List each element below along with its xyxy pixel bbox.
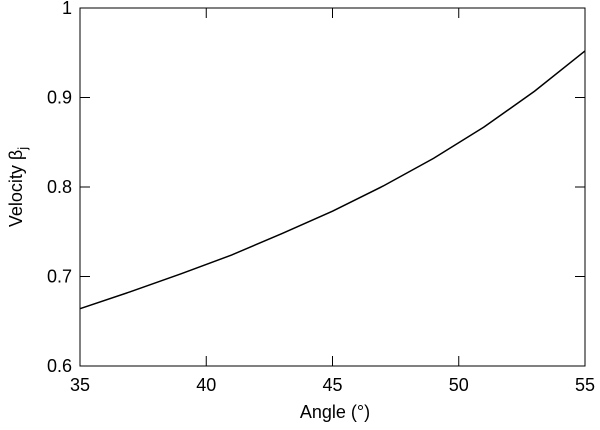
x-tick-label: 35: [70, 375, 90, 395]
x-tick-label: 45: [322, 375, 342, 395]
x-tick-label: 40: [196, 375, 216, 395]
y-axis-label: Velocity βj: [6, 147, 30, 227]
x-tick-label: 50: [449, 375, 469, 395]
line-series: [79, 50, 586, 310]
x-tick-label: 55: [575, 375, 595, 395]
y-tick-label: 0.6: [47, 356, 72, 376]
y-tick-label: 1: [62, 0, 72, 18]
x-axis-label: Angle (°): [300, 402, 370, 422]
plot-frame: [79, 7, 586, 367]
y-tick-label: 0.8: [47, 177, 72, 197]
y-axis-label-subscript: j: [15, 147, 30, 151]
y-tick-label: 0.7: [47, 267, 72, 287]
y-axis-label-main: Velocity β: [6, 150, 26, 227]
y-tick-label: 0.9: [47, 88, 72, 108]
